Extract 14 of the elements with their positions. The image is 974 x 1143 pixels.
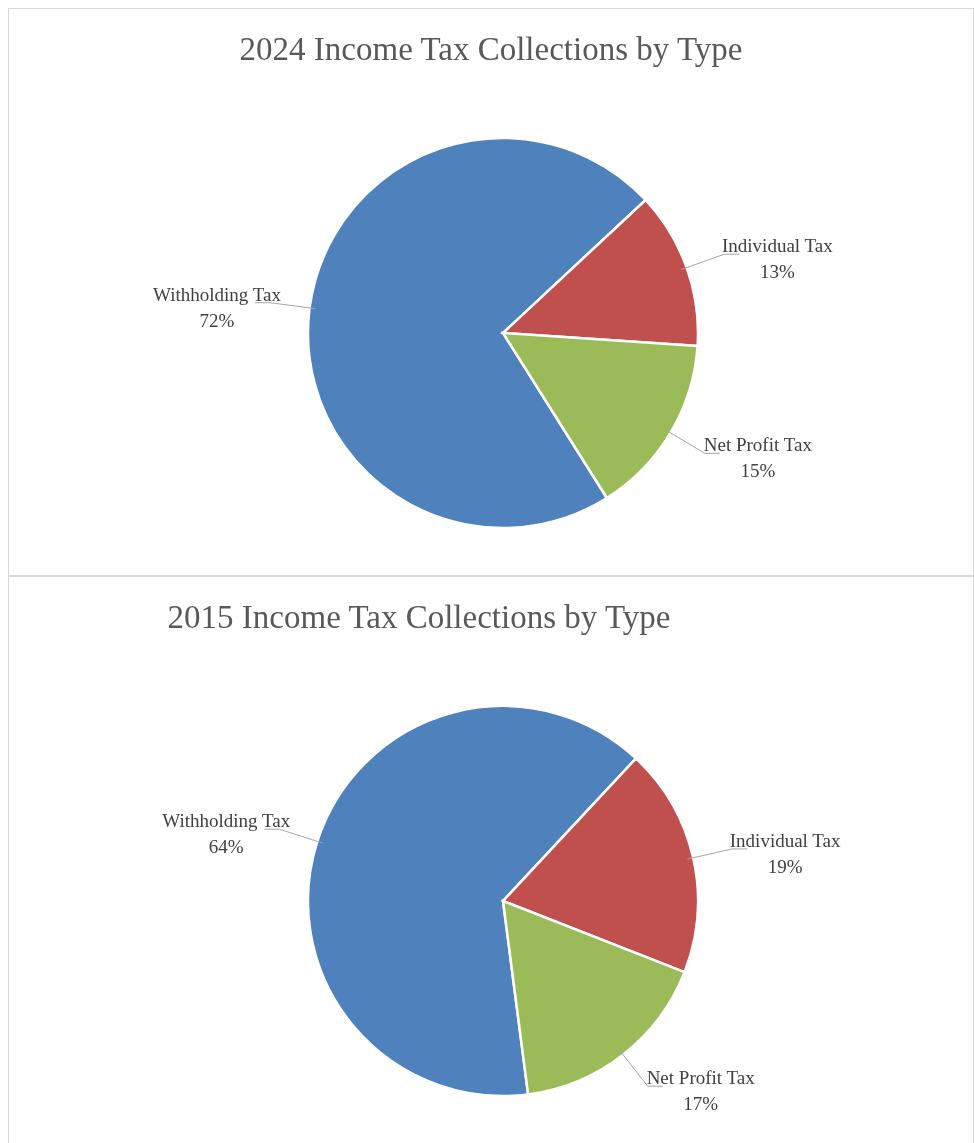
slice-label: Individual Tax <box>722 235 834 257</box>
slice-label: Withholding Tax <box>162 810 291 832</box>
chart-title: 2015 Income Tax Collections by Type <box>166 599 672 636</box>
slice-label: Withholding Tax <box>153 283 282 305</box>
data-label: 17% <box>683 1093 719 1115</box>
chart-title: 2024 Income Tax Collections by Type <box>238 31 744 68</box>
data-label: 13% <box>759 261 795 283</box>
data-label: 64% <box>208 836 244 858</box>
data-label: 19% <box>767 855 803 877</box>
data-label: 15% <box>740 460 776 482</box>
data-label: 72% <box>199 309 235 331</box>
slice-label: Individual Tax <box>729 829 842 851</box>
slice-label: Net Profit Tax <box>646 1067 756 1089</box>
slice-label: Net Profit Tax <box>703 434 813 456</box>
